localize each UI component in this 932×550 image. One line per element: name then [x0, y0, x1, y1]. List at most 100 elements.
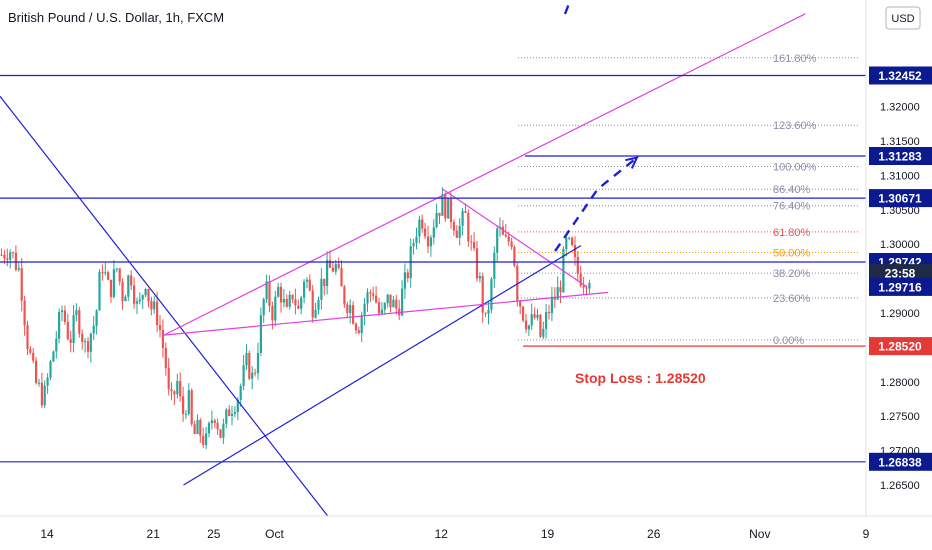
candle-bull [386, 294, 389, 304]
candle-bull [542, 328, 545, 337]
chart-title: British Pound / U.S. Dollar, 1h, FXCM [8, 10, 224, 25]
candle-bear [311, 290, 314, 318]
candle-bear [150, 300, 153, 310]
candle-bear [424, 228, 427, 237]
candle-bear [101, 272, 104, 274]
candle-bull [207, 423, 211, 434]
price-label-box [869, 189, 932, 208]
candle-bull [401, 288, 404, 316]
candle-bull [89, 333, 92, 352]
candle-bull [251, 372, 254, 379]
candle-bear [473, 242, 476, 249]
fib-level-label: 50.00% [773, 248, 811, 260]
candle-bear [352, 305, 355, 324]
candle-bear [107, 272, 110, 280]
candle-bear [167, 368, 170, 390]
price-label-text: 1.28520 [878, 340, 922, 354]
candle-bear [193, 424, 196, 434]
candle-bull [383, 303, 386, 310]
trendlines[interactable] [0, 0, 806, 534]
candle-bear [582, 285, 585, 288]
candle-bear [158, 325, 162, 330]
candle-bull [334, 264, 337, 272]
candle-bear [109, 279, 113, 297]
candle-bull [17, 268, 20, 270]
candle-bull [303, 281, 306, 298]
candle-bear [481, 276, 484, 313]
candle-bull [144, 289, 147, 296]
fib-level-label: 161.80% [773, 53, 817, 65]
candle-bull [314, 309, 317, 318]
candle-bull [49, 361, 52, 378]
candle-bear [147, 289, 150, 301]
stop-loss-annotation: Stop Loss : 1.28520 [575, 370, 706, 386]
trendline-channel-bottom[interactable] [163, 291, 609, 336]
candle-bear [328, 260, 332, 268]
candle-bear [202, 435, 205, 445]
fib-level-label: 76.40% [773, 201, 811, 213]
candlestick-series [0, 187, 591, 450]
price-axis-tick-label: 1.30000 [880, 239, 920, 251]
trendline-ascending-support[interactable] [183, 245, 582, 486]
price-label-text: 1.29716 [878, 280, 922, 294]
candle-bull [282, 299, 285, 303]
candle-bull [55, 338, 58, 352]
trendline-channel-top[interactable] [163, 13, 806, 336]
candle-bull [112, 269, 115, 297]
candle-bear [579, 273, 582, 286]
candle-bull [493, 252, 496, 280]
candle-bull [435, 213, 438, 228]
candle-bear [533, 314, 536, 318]
candle-bear [372, 293, 375, 296]
candle-bull [403, 272, 406, 289]
candle-bear [228, 409, 231, 416]
fib-level-label: 38.20% [773, 268, 811, 280]
candle-bear [279, 286, 283, 303]
candle-bear [254, 372, 257, 374]
candle-bear [484, 312, 487, 314]
candle-bear [219, 429, 222, 438]
candle-bull [115, 268, 118, 270]
candle-bear [35, 360, 38, 383]
currency-badge-box[interactable] [885, 6, 921, 30]
candle-bull [259, 315, 262, 353]
candle-bear [268, 281, 271, 307]
candle-bull [274, 296, 277, 321]
candle-bear [501, 226, 504, 235]
trendline-descending-resistance[interactable] [442, 188, 588, 288]
trendline-descending-support[interactable] [0, 95, 342, 534]
candle-bull [277, 286, 280, 297]
candle-bear [190, 390, 193, 425]
candle-bull [447, 198, 450, 219]
currency-badge[interactable]: USD [885, 6, 921, 30]
price-axis-labels: 1.324521.312831.306711.2974223:581.29716… [869, 66, 932, 471]
candle-bear [118, 268, 121, 282]
fib-level-label: 23.60% [773, 293, 811, 305]
candle-bear [406, 272, 409, 279]
candle-bull [141, 295, 144, 300]
candle-bull [418, 219, 421, 237]
candle-bear [6, 258, 9, 260]
fib-level-label: 61.80% [773, 227, 811, 239]
candle-bull [230, 414, 234, 416]
candle-bull [550, 296, 553, 314]
candle-bull [153, 301, 156, 310]
candle-bull [349, 305, 352, 313]
price-axis-tick-label: 1.27500 [880, 411, 920, 423]
candle-bull [196, 420, 199, 434]
candle-bear [576, 257, 579, 274]
candle-bear [0, 254, 3, 256]
candle-bull [320, 278, 323, 300]
candle-bull [441, 194, 444, 216]
candle-bull [568, 237, 571, 239]
candle-bear [323, 278, 326, 286]
price-axis-tick-label: 1.31000 [880, 170, 920, 182]
candle-bull [210, 420, 213, 424]
time-axis[interactable] [0, 516, 932, 550]
candle-bear [291, 294, 294, 300]
candle-bear [524, 320, 528, 330]
candle-bull [415, 236, 418, 244]
horizontal-levels[interactable] [0, 74, 866, 463]
time-axis-tick-label: 9 [863, 527, 870, 541]
